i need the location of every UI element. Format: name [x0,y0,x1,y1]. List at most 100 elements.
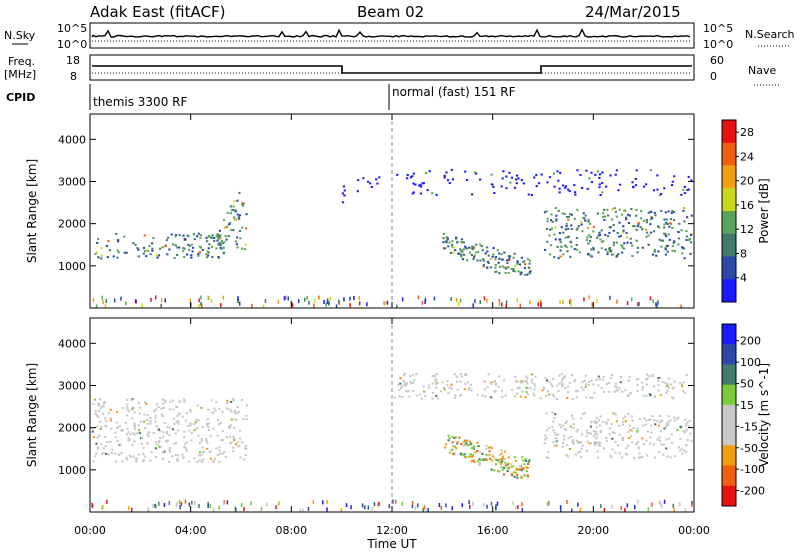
data-cell [518,263,521,266]
data-cell [589,396,592,399]
data-cell [157,428,160,431]
data-cell [218,408,221,410]
data-cell [132,242,135,245]
data-cell [277,299,280,304]
data-cell [690,439,693,442]
data-cell [555,434,558,436]
data-cell [127,437,130,440]
data-cell [526,474,529,477]
data-cell [207,251,210,254]
data-cell [353,296,355,300]
data-cell [491,183,494,186]
data-cell [483,388,486,391]
data-cell [476,460,479,463]
data-cell [197,419,200,422]
data-cell [630,415,633,418]
data-cell [200,438,203,441]
data-cell [582,412,585,415]
data-cell [493,469,496,472]
data-cell [264,299,267,303]
data-cell [179,400,182,403]
y-tick-label: 2000 [58,422,86,435]
data-cell [609,295,611,300]
data-cell [557,390,560,393]
data-cell [131,507,133,512]
data-cell [667,377,670,380]
data-cell [464,245,467,248]
data-cell [677,237,681,240]
data-cell [648,393,651,396]
data-cell [171,455,174,458]
data-cell [459,380,462,383]
data-cell [99,407,103,410]
data-cell [575,244,578,246]
data-cell [209,435,212,438]
data-cell [197,434,200,437]
data-cell [546,217,549,220]
data-cell [132,432,135,435]
data-cell [635,378,638,381]
data-cell [220,439,223,442]
data-cell [641,381,644,384]
data-cell [585,449,589,452]
data-cell [375,178,378,181]
data-cell [654,214,657,217]
data-cell [422,507,424,512]
data-cell [672,503,674,508]
data-cell [196,427,199,429]
data-cell [148,245,151,248]
data-cell [155,425,158,428]
data-cell [241,247,244,250]
data-cell [421,182,424,185]
data-cell [512,268,515,271]
data-cell [621,439,625,441]
data-cell [649,169,652,172]
data-cell [607,214,610,217]
data-cell [226,211,229,214]
data-cell [567,215,571,218]
data-cell [94,455,97,458]
data-cell [171,243,175,246]
data-cell [377,502,379,507]
data-cell [228,223,231,226]
data-cell [225,225,229,228]
cpid-program-1: themis 3300 RF [93,95,187,109]
data-cell [685,429,688,432]
data-cell [649,394,652,397]
data-cell [596,441,599,444]
data-cell [611,504,613,509]
data-cell [548,501,550,505]
colorbar-segment [722,404,736,426]
data-cell [565,246,568,249]
data-cell [552,377,555,380]
data-cell [558,191,561,194]
data-cell [470,389,473,392]
colorbar-segment [722,445,736,467]
data-cell [117,239,120,242]
data-cell [250,501,252,506]
data-cell [335,304,338,309]
data-cell [135,432,138,435]
data-cell [462,248,465,251]
data-cell [234,409,237,412]
data-cell [580,386,583,389]
data-cell [511,388,514,391]
data-cell [121,407,124,409]
data-cell [610,456,613,459]
data-cell [215,235,218,238]
data-cell [559,255,562,258]
data-cell [683,192,687,195]
data-cell [660,239,663,242]
data-cell [626,301,629,306]
data-cell [205,440,208,442]
data-cell [218,460,221,463]
data-cell [498,301,501,306]
data-cell [514,375,517,378]
data-cell [631,419,634,422]
data-cell [241,226,244,229]
data-cell [595,430,598,433]
data-cell [224,226,227,229]
data-cell [170,233,173,236]
data-cell [245,213,248,216]
data-cell [471,455,474,458]
